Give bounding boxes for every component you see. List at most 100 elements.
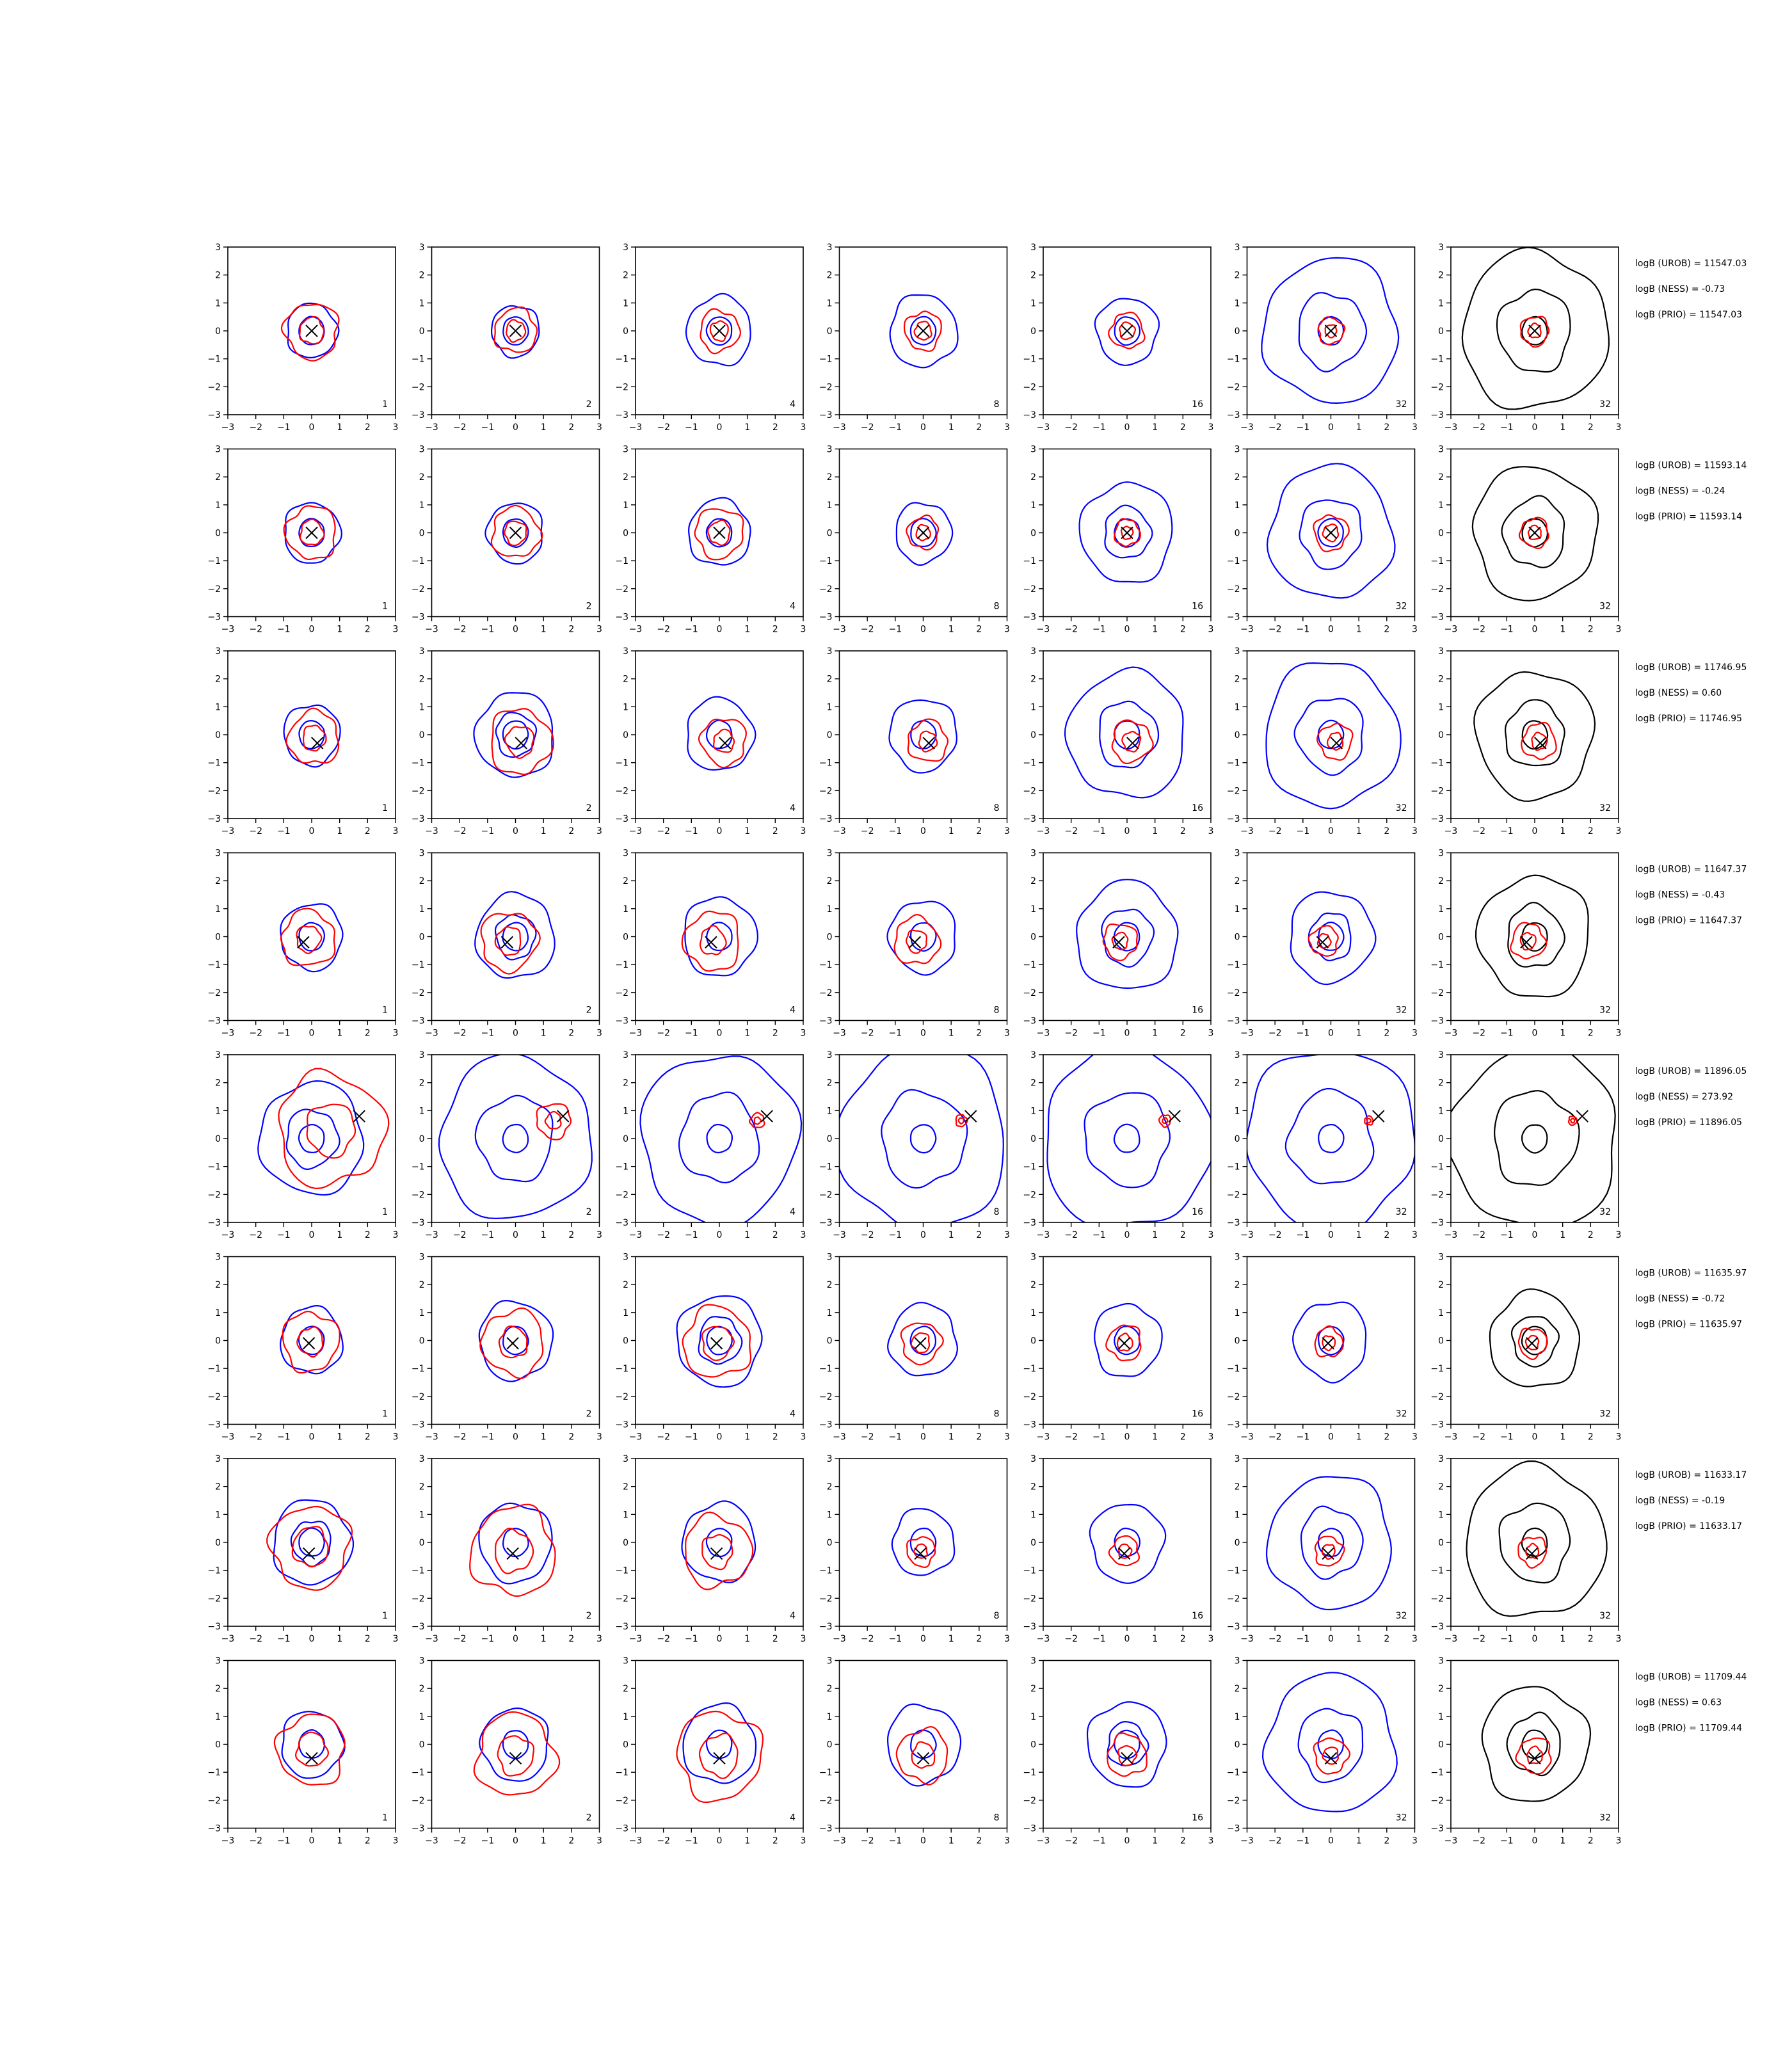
x-tick-label: 3 [596, 1432, 602, 1443]
y-tick-label: 3 [1030, 445, 1036, 455]
y-tick-label: −3 [1023, 1016, 1036, 1027]
y-tick-label: 0 [1438, 932, 1444, 943]
x-tick-label: 1 [337, 1230, 342, 1240]
panel-corner-label: 2 [586, 1409, 592, 1420]
red-inner-contour [498, 1325, 528, 1359]
y-tick-label: 2 [827, 1684, 833, 1694]
y-tick-label: −3 [819, 1622, 833, 1632]
x-tick-label: −3 [833, 826, 846, 836]
x-tick-label: 0 [309, 625, 315, 635]
y-tick-label: −3 [207, 814, 221, 824]
x-tick-label: −3 [425, 826, 438, 836]
x-tick-label: −2 [1064, 422, 1078, 433]
axes-frame [1043, 1458, 1212, 1627]
x-tick-label: 2 [772, 1230, 778, 1240]
y-tick-label: 3 [623, 1252, 628, 1263]
x-tick-label: −2 [657, 1634, 670, 1644]
panel-r4-c3: −3 −2 −1 0 1 2 3 −3 −2 −1 0 1 2 3 4 [615, 849, 806, 1039]
y-tick-label: 3 [827, 1656, 833, 1667]
y-tick-label: −1 [615, 355, 628, 365]
red-outer-contour [479, 1307, 544, 1379]
x-tick-label: 3 [1004, 826, 1010, 836]
y-tick-label: −1 [1023, 556, 1036, 566]
red-inner-contour [1119, 321, 1136, 340]
x-tick-label: 3 [1208, 625, 1214, 635]
x-tick-label: −1 [481, 625, 495, 635]
outer-contour [886, 900, 956, 976]
y-tick-label: 0 [827, 1740, 833, 1750]
inner-contour [1113, 1123, 1140, 1153]
y-tick-label: −2 [1430, 382, 1444, 392]
y-tick-label: 2 [419, 271, 425, 281]
x-tick-label: 0 [1124, 826, 1130, 836]
x-tick-label: −2 [1472, 1432, 1485, 1443]
x-tick-label: −3 [833, 1432, 846, 1443]
y-tick-label: 2 [623, 472, 628, 483]
y-tick-label: 3 [1438, 445, 1444, 455]
outer-contour [281, 1711, 346, 1779]
outer-contour [1471, 466, 1599, 602]
x-tick-label: −1 [481, 1836, 495, 1846]
panel-corner-label: 1 [382, 1005, 388, 1016]
y-tick-label: −1 [207, 1162, 221, 1172]
y-tick-label: 0 [419, 1740, 425, 1750]
y-tick-label: 0 [623, 529, 628, 539]
panel-r5-c1: −3 −2 −1 0 1 2 3 −3 −2 −1 0 1 2 3 1 [207, 1050, 398, 1240]
panel-corner-label: 32 [1599, 399, 1611, 410]
inner-contour [298, 1527, 325, 1557]
y-tick-label: −2 [412, 786, 425, 796]
y-tick-label: −1 [1430, 1364, 1444, 1374]
x-tick-label: −2 [657, 625, 670, 635]
axes-frame [1450, 1660, 1619, 1829]
x-tick-label: −1 [685, 1836, 698, 1846]
x-tick-label: 3 [1412, 625, 1418, 635]
outer-contour [682, 1702, 757, 1784]
y-tick-label: 3 [215, 1050, 221, 1060]
y-tick-label: 2 [419, 1684, 425, 1694]
x-tick-label: 0 [1124, 625, 1130, 635]
middle-contour [881, 1089, 968, 1189]
red-inner-contour [1327, 732, 1344, 751]
inner-contour [502, 1528, 529, 1557]
x-tick-label: 1 [948, 1634, 954, 1644]
x-tick-label: 2 [772, 826, 778, 836]
red-inner-contour [915, 524, 931, 541]
x-tick-label: 3 [393, 826, 399, 836]
y-tick-label: −3 [412, 612, 425, 623]
y-tick-label: 2 [215, 1482, 221, 1492]
x-tick-label: −1 [1500, 1836, 1514, 1846]
x-tick-label: 2 [365, 1432, 371, 1443]
y-tick-label: −3 [1227, 1016, 1240, 1027]
x-tick-label: −1 [685, 1634, 698, 1644]
x-tick-label: 1 [1152, 1634, 1158, 1644]
x-tick-label: 0 [309, 1432, 315, 1443]
x-tick-label: 0 [920, 625, 926, 635]
red-inner-contour [701, 1325, 735, 1361]
y-tick-label: −3 [1430, 1420, 1444, 1430]
inner-contour [502, 720, 529, 750]
y-tick-label: 3 [1438, 1252, 1444, 1263]
true-value-marker [1322, 1337, 1334, 1350]
x-tick-label: 0 [920, 1230, 926, 1240]
true-value-marker [353, 1110, 365, 1123]
y-tick-label: 3 [827, 1252, 833, 1263]
x-tick-label: −1 [1092, 826, 1106, 836]
y-tick-label: 0 [1438, 529, 1444, 539]
inner-contour [706, 1124, 733, 1154]
red-inner-contour [1121, 525, 1134, 540]
x-tick-label: −2 [453, 1230, 467, 1240]
x-tick-label: −2 [861, 1634, 874, 1644]
axes-frame [1043, 1660, 1212, 1829]
y-tick-label: 3 [1030, 646, 1036, 657]
y-tick-label: 3 [1235, 445, 1240, 455]
x-tick-label: −1 [481, 1230, 495, 1240]
y-tick-label: 2 [419, 1482, 425, 1492]
y-tick-label: 2 [1235, 472, 1240, 483]
x-tick-label: 2 [568, 826, 574, 836]
middle-contour [474, 1094, 554, 1183]
y-tick-label: 3 [215, 849, 221, 859]
panel-corner-label: 16 [1192, 399, 1203, 410]
x-tick-label: 0 [1124, 1028, 1130, 1039]
x-tick-label: 1 [541, 625, 547, 635]
y-tick-label: −3 [1227, 1218, 1240, 1228]
